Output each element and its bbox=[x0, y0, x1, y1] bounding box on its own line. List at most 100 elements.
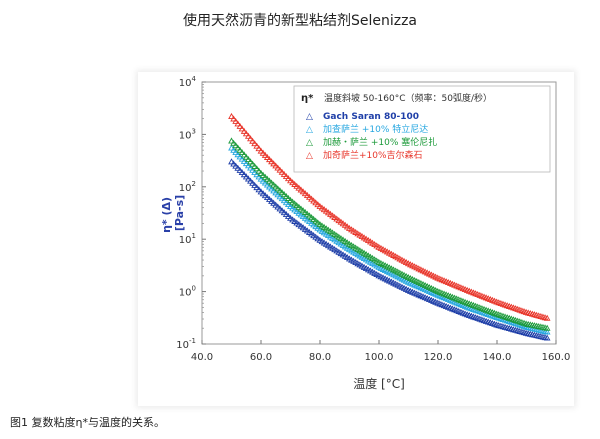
y-tick-base: 10 bbox=[179, 183, 192, 194]
data-point bbox=[244, 155, 252, 163]
data-point bbox=[310, 197, 317, 204]
data-point bbox=[293, 182, 301, 189]
data-point bbox=[247, 158, 254, 165]
data-point bbox=[274, 185, 282, 192]
data-point bbox=[261, 179, 269, 186]
y-tick-label: 100 bbox=[179, 285, 196, 299]
data-point bbox=[251, 181, 259, 188]
data-point bbox=[280, 191, 288, 198]
legend-marker: △ bbox=[306, 151, 313, 161]
data-point bbox=[259, 149, 267, 156]
data-point bbox=[257, 169, 265, 176]
data-point bbox=[247, 164, 254, 171]
legend-marker: △ bbox=[306, 125, 313, 135]
data-point bbox=[236, 166, 244, 173]
data-point bbox=[253, 165, 261, 172]
data-point bbox=[303, 191, 311, 198]
data-point bbox=[247, 135, 254, 142]
figure-caption: 图1 复数粘度η*与温度的关系。 bbox=[10, 416, 165, 429]
data-point bbox=[255, 167, 263, 174]
data-point bbox=[274, 203, 282, 210]
data-point bbox=[253, 142, 261, 149]
y-tick-label: 102 bbox=[179, 180, 196, 194]
series-1 bbox=[228, 158, 551, 341]
data-point bbox=[276, 166, 284, 173]
data-point bbox=[543, 334, 551, 341]
legend-symbol: η* bbox=[301, 93, 314, 104]
data-point bbox=[247, 177, 254, 184]
data-point bbox=[234, 144, 242, 151]
data-point bbox=[276, 187, 284, 194]
data-point bbox=[259, 177, 267, 184]
legend-marker: △ bbox=[306, 112, 313, 122]
data-point bbox=[312, 199, 320, 206]
y-tick-base: 10 bbox=[176, 340, 189, 351]
y-tick-exponent: 3 bbox=[192, 127, 196, 135]
chart: 40.0 60.0 80.0 100.0 120.0 140.0 160.010-11001… bbox=[160, 75, 570, 391]
y-axis-title: η* (Δ) [Pa-s] bbox=[160, 193, 186, 233]
legend-entry: 加查萨兰 +10% 特立尼达 bbox=[323, 123, 428, 135]
data-point bbox=[249, 166, 256, 173]
data-point bbox=[240, 171, 248, 178]
data-point bbox=[297, 186, 305, 193]
data-point bbox=[278, 207, 286, 214]
data-point bbox=[230, 160, 237, 167]
data-point bbox=[270, 160, 277, 167]
data-point bbox=[543, 328, 551, 335]
data-point bbox=[242, 173, 250, 180]
data-point bbox=[238, 149, 246, 156]
data-point bbox=[274, 164, 282, 171]
data-point bbox=[287, 177, 294, 184]
data-point bbox=[299, 188, 307, 195]
data-point bbox=[228, 112, 235, 119]
data-point bbox=[261, 192, 269, 199]
data-point bbox=[251, 168, 259, 175]
data-point bbox=[255, 145, 263, 152]
data-point bbox=[232, 162, 240, 169]
data-point bbox=[280, 170, 288, 177]
data-point bbox=[232, 142, 240, 149]
data-point bbox=[263, 153, 271, 160]
data-point bbox=[238, 155, 246, 162]
data-point bbox=[236, 122, 244, 129]
data-point bbox=[249, 179, 256, 186]
y-tick-base: 10 bbox=[179, 130, 192, 141]
data-point bbox=[242, 160, 250, 167]
data-point bbox=[266, 195, 273, 202]
series-4 bbox=[228, 112, 551, 321]
y-tick-label: 103 bbox=[179, 127, 196, 141]
data-point bbox=[261, 151, 269, 158]
data-point bbox=[272, 183, 280, 190]
data-point bbox=[230, 115, 237, 122]
legend-box bbox=[293, 85, 551, 173]
data-point bbox=[284, 212, 292, 219]
data-point bbox=[278, 168, 286, 175]
data-point bbox=[255, 186, 263, 193]
data-point bbox=[268, 158, 275, 165]
data-point bbox=[284, 175, 292, 182]
legend-entry: 加奇萨兰+10%吉尔森石 bbox=[323, 149, 423, 161]
x-tick-label: 40.0 bbox=[191, 352, 213, 363]
page-title: 使用天然沥青的新型粘结剂Selenizza bbox=[182, 13, 418, 29]
data-point bbox=[272, 201, 280, 208]
data-point bbox=[240, 151, 248, 158]
data-point bbox=[257, 188, 265, 195]
legend-entry: Gach Saran 80-100 bbox=[323, 112, 419, 122]
data-point bbox=[257, 147, 265, 154]
data-point bbox=[543, 324, 551, 331]
data-point bbox=[301, 190, 309, 197]
data-point bbox=[261, 173, 269, 180]
y-tick-exponent: 4 bbox=[192, 75, 197, 83]
data-point bbox=[244, 132, 252, 139]
data-point bbox=[276, 205, 284, 212]
data-point bbox=[228, 158, 235, 165]
y-axis-label: η* (Δ) bbox=[160, 197, 173, 233]
data-point bbox=[282, 210, 290, 218]
data-point bbox=[234, 164, 242, 171]
x-tick-label: 140.0 bbox=[483, 352, 512, 363]
data-point bbox=[253, 184, 261, 191]
data-point bbox=[280, 209, 288, 216]
data-point bbox=[230, 139, 237, 146]
data-point bbox=[249, 137, 256, 144]
data-point bbox=[270, 181, 277, 188]
